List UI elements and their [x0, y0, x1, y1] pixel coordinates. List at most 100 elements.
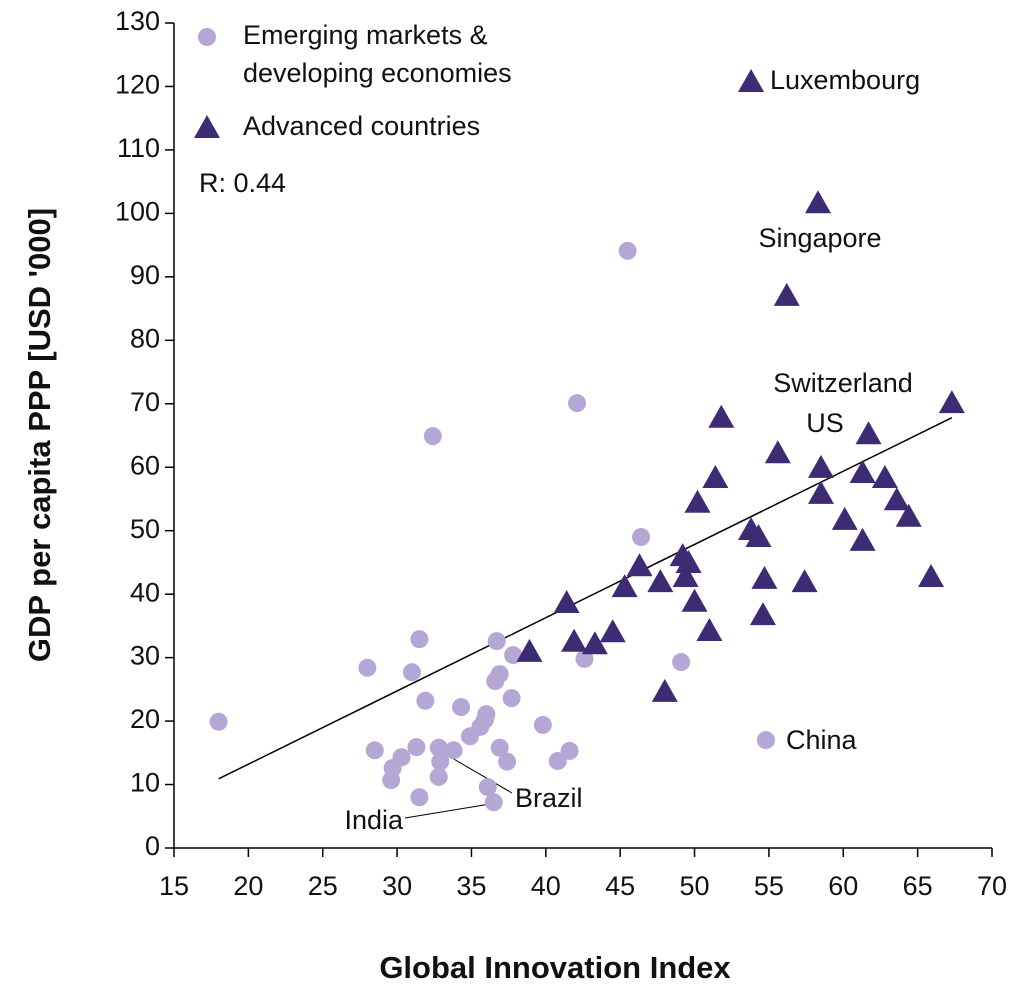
point — [708, 404, 735, 428]
point — [407, 738, 426, 757]
point — [675, 550, 702, 574]
point — [849, 527, 876, 551]
point — [209, 712, 228, 731]
point — [423, 427, 442, 446]
point — [745, 524, 772, 548]
annotation: India — [344, 805, 404, 835]
legend-label: Emerging markets & developing economies — [243, 20, 512, 88]
point — [871, 465, 898, 489]
point — [647, 569, 674, 593]
point — [684, 489, 711, 513]
x-tick-label: 50 — [680, 871, 710, 901]
point — [568, 394, 587, 413]
point — [358, 658, 377, 677]
point — [804, 190, 831, 214]
y-tick-label: 100 — [115, 197, 160, 227]
annotation: Luxembourg — [770, 65, 920, 95]
y-tick-label: 10 — [130, 768, 160, 798]
point — [575, 649, 594, 668]
x-tick-label: 30 — [382, 871, 412, 901]
point — [749, 602, 776, 626]
y-axis-title: GDP per capita PPP [USD '000] — [22, 208, 57, 662]
point — [486, 672, 505, 691]
point — [632, 528, 651, 547]
point — [561, 628, 588, 652]
annotation: China — [786, 725, 858, 755]
point — [444, 741, 463, 760]
point — [764, 440, 791, 464]
x-tick-label: 65 — [903, 871, 933, 901]
point — [416, 691, 435, 710]
point — [611, 574, 638, 598]
point — [672, 653, 691, 672]
point — [498, 752, 517, 771]
y-tick-label: 30 — [130, 641, 160, 671]
x-tick-label: 35 — [456, 871, 486, 901]
x-tick-label: 55 — [754, 871, 784, 901]
legend-line: Advanced countries — [243, 111, 480, 141]
x-tick-label: 60 — [828, 871, 858, 901]
point — [651, 678, 678, 702]
point — [672, 564, 699, 588]
point — [849, 459, 876, 483]
point — [516, 638, 543, 662]
x-tick-label: 20 — [233, 871, 263, 901]
point — [452, 698, 471, 717]
x-tick-label: 15 — [159, 871, 189, 901]
point — [696, 617, 723, 641]
point — [626, 553, 653, 577]
point — [791, 569, 818, 593]
point — [429, 767, 448, 786]
point — [581, 631, 608, 655]
y-tick-label: 50 — [130, 514, 160, 544]
point — [807, 454, 834, 478]
y-tick-label: 70 — [130, 387, 160, 417]
y-tick-label: 110 — [117, 133, 160, 163]
point — [599, 619, 626, 643]
point — [618, 241, 637, 260]
point — [484, 793, 503, 812]
point — [831, 506, 858, 530]
leader-line — [451, 757, 513, 794]
point — [756, 731, 775, 750]
point — [502, 689, 521, 708]
point — [478, 778, 497, 797]
legend-marker — [194, 115, 220, 138]
point — [429, 738, 448, 757]
point — [773, 282, 800, 306]
point — [382, 771, 401, 790]
point — [938, 390, 965, 414]
point — [738, 69, 765, 93]
point — [560, 741, 579, 760]
y-tick-label: 90 — [130, 260, 160, 290]
annotation: R: 0.44 — [199, 168, 286, 198]
legend-label: Advanced countries — [243, 111, 480, 141]
point — [751, 565, 778, 589]
x-tick-label: 70 — [977, 871, 1007, 901]
point — [365, 741, 384, 760]
y-tick-label: 20 — [130, 704, 160, 734]
point — [460, 727, 479, 746]
point — [553, 590, 580, 614]
point — [883, 487, 910, 511]
point — [533, 715, 552, 734]
point — [855, 421, 882, 445]
point — [681, 588, 708, 612]
annotation: Singapore — [758, 223, 881, 253]
point — [807, 480, 834, 504]
point — [487, 632, 506, 651]
legend-line: developing economies — [243, 58, 512, 88]
trend-line — [218, 417, 953, 780]
annotation: US — [806, 408, 844, 438]
leader-line — [404, 803, 491, 819]
y-tick-label: 80 — [130, 323, 160, 353]
y-tick-label: 120 — [115, 70, 160, 100]
point — [490, 738, 509, 757]
annotation: Switzerland — [773, 368, 913, 398]
point — [895, 503, 922, 527]
x-tick-label: 25 — [308, 871, 338, 901]
legend-marker — [198, 28, 216, 46]
y-tick-label: 130 — [115, 6, 160, 36]
annotation: Brazil — [515, 783, 583, 813]
